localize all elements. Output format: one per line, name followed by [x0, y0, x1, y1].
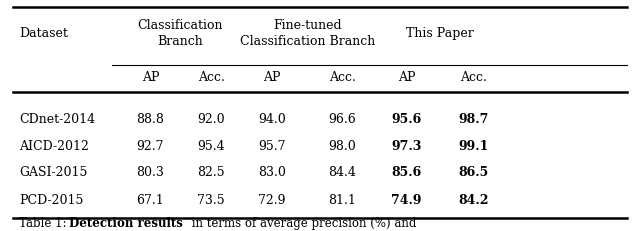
Text: 95.6: 95.6: [391, 112, 422, 125]
Text: AICD-2012: AICD-2012: [19, 139, 89, 152]
Text: 72.9: 72.9: [259, 193, 285, 206]
Text: Acc.: Acc.: [329, 71, 356, 84]
Text: in terms of average precision (%) and: in terms of average precision (%) and: [188, 216, 416, 229]
Text: Detection results: Detection results: [69, 216, 183, 229]
Text: 84.4: 84.4: [328, 166, 356, 179]
Text: Acc.: Acc.: [460, 71, 487, 84]
Text: 83.0: 83.0: [258, 166, 286, 179]
Text: Dataset: Dataset: [19, 27, 68, 40]
Text: Acc.: Acc.: [198, 71, 225, 84]
Text: 98.7: 98.7: [458, 112, 489, 125]
Text: 85.6: 85.6: [391, 166, 422, 179]
Text: GASI-2015: GASI-2015: [19, 166, 88, 179]
Text: 96.6: 96.6: [328, 112, 356, 125]
Text: 92.7: 92.7: [137, 139, 164, 152]
Text: AP: AP: [141, 71, 159, 84]
Text: 88.8: 88.8: [136, 112, 164, 125]
Text: 84.2: 84.2: [458, 193, 489, 206]
Text: AP: AP: [263, 71, 281, 84]
Text: Table 1:: Table 1:: [19, 216, 70, 229]
Text: AP: AP: [397, 71, 415, 84]
Text: 80.3: 80.3: [136, 166, 164, 179]
Text: CDnet-2014: CDnet-2014: [19, 112, 95, 125]
Text: 67.1: 67.1: [136, 193, 164, 206]
Text: PCD-2015: PCD-2015: [19, 193, 84, 206]
Text: 82.5: 82.5: [197, 166, 225, 179]
Text: 94.0: 94.0: [258, 112, 286, 125]
Text: 73.5: 73.5: [197, 193, 225, 206]
Text: This Paper: This Paper: [406, 27, 474, 40]
Text: 86.5: 86.5: [458, 166, 489, 179]
Text: Fine-tuned
Classification Branch: Fine-tuned Classification Branch: [239, 19, 375, 48]
Text: 95.4: 95.4: [197, 139, 225, 152]
Text: 98.0: 98.0: [328, 139, 356, 152]
Text: 95.7: 95.7: [259, 139, 285, 152]
Text: Classification
Branch: Classification Branch: [138, 19, 223, 48]
Text: 92.0: 92.0: [197, 112, 225, 125]
Text: 97.3: 97.3: [391, 139, 422, 152]
Text: 99.1: 99.1: [458, 139, 489, 152]
Text: 81.1: 81.1: [328, 193, 356, 206]
Text: 74.9: 74.9: [391, 193, 422, 206]
